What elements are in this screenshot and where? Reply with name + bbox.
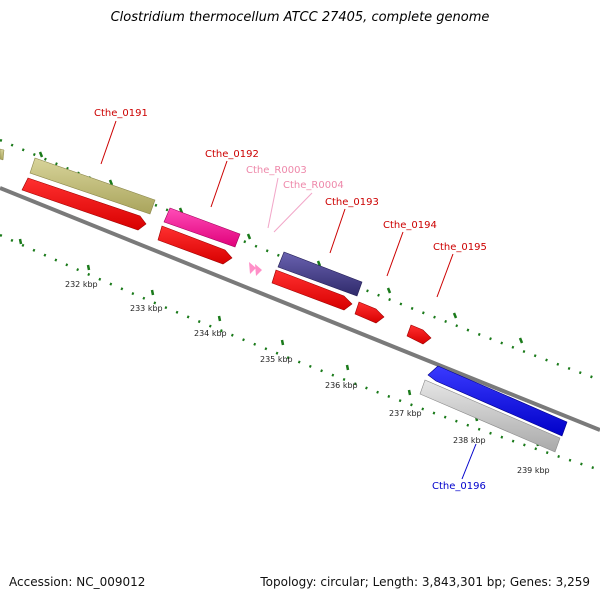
gene-cthe-0193-cds[interactable] <box>271 269 353 311</box>
kbp-label-239: 239 kbp <box>517 466 550 475</box>
accession-text: Accession: NC_009012 <box>9 575 146 589</box>
gene-fragment-left[interactable] <box>0 148 5 161</box>
gene-cthe-0192-cds[interactable] <box>157 225 233 265</box>
kbp-label-238: 238 kbp <box>453 436 486 445</box>
label-cthe-r0003: Cthe_R0003 <box>246 165 307 176</box>
gene-cthe-0196-cds[interactable] <box>419 379 561 453</box>
gene-cthe-0191-track[interactable] <box>29 157 156 215</box>
kbp-label-235: 235 kbp <box>260 355 293 364</box>
label-cthe-0195: Cthe_0195 <box>433 242 487 253</box>
label-cthe-0193: Cthe_0193 <box>325 197 379 208</box>
rna-cthe-r0003[interactable] <box>249 262 256 274</box>
label-cthe-r0004: Cthe_R0004 <box>283 180 344 191</box>
label-leaders <box>100 120 477 480</box>
kbp-label-237: 237 kbp <box>389 409 422 418</box>
kbp-label-233: 233 kbp <box>130 304 163 313</box>
topology-text: Topology: circular; Length: 3,843,301 bp… <box>260 575 590 589</box>
label-cthe-0196: Cthe_0196 <box>432 481 486 492</box>
kbp-labels: 232 kbp 233 kbp 234 kbp 235 kbp 236 kbp … <box>65 280 550 475</box>
gene-cthe-0193-track[interactable] <box>277 251 363 297</box>
kbp-label-236: 236 kbp <box>325 381 358 390</box>
gene-cthe-0191-cds[interactable] <box>21 177 147 231</box>
genome-backbone <box>0 186 600 432</box>
label-cthe-0194: Cthe_0194 <box>383 220 437 231</box>
lower-tick-track <box>0 233 600 472</box>
label-cthe-0192: Cthe_0192 <box>205 149 259 160</box>
gene-labels: Cthe_0191 Cthe_0192 Cthe_R0003 Cthe_R000… <box>94 108 487 492</box>
major-ticks <box>18 151 540 447</box>
rna-cthe-r0004[interactable] <box>255 264 262 276</box>
kbp-label-234: 234 kbp <box>194 329 227 338</box>
gene-cthe-0192-track[interactable] <box>163 207 241 248</box>
gene-cthe-0195-cds[interactable] <box>406 324 432 345</box>
gene-cthe-0196-track[interactable] <box>427 365 568 437</box>
gene-cthe-0194-cds[interactable] <box>354 301 385 324</box>
label-cthe-0191: Cthe_0191 <box>94 108 148 119</box>
map-title: Clostridium thermocellum ATCC 27405, com… <box>110 10 490 25</box>
kbp-label-232: 232 kbp <box>65 280 98 289</box>
